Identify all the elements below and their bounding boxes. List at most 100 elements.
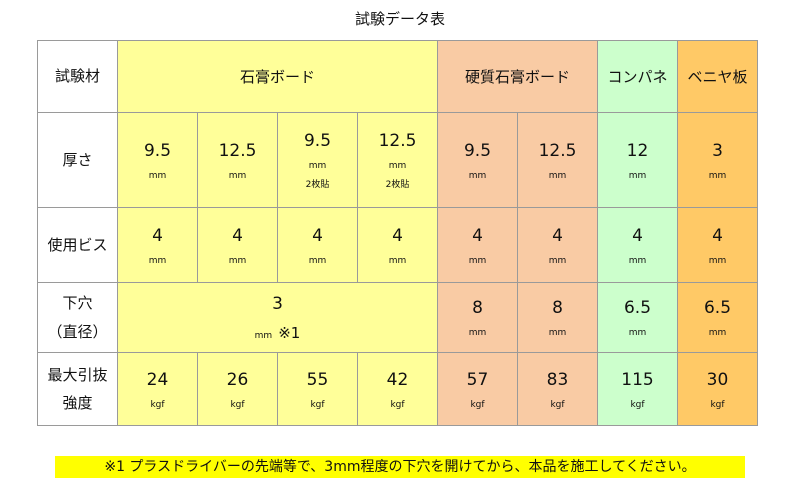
unit-text: kgf — [230, 399, 245, 410]
thickness-row: 厚さ 9.5 mm 12.5 mm 9.5 mm 2枚貼 12.5 mm 2枚貼 9.5 mm 12.5… — [37, 112, 758, 208]
value-cell: 4 mm — [197, 207, 278, 283]
value-cell: 30 kgf — [677, 352, 758, 426]
value: 3 — [712, 140, 723, 161]
unit-text: kgf — [470, 399, 485, 410]
unit-text: mm — [548, 170, 567, 181]
value: 8 — [552, 298, 563, 318]
unit-text: mm — [468, 170, 487, 181]
row-header-thickness: 厚さ — [37, 112, 118, 208]
value-cell: 57 kgf — [437, 352, 518, 426]
unit-text: mm — [628, 170, 647, 181]
unit-text: mm — [308, 255, 327, 266]
unit-text: mm — [468, 255, 487, 266]
value-cell: 12.5 mm 2枚貼 — [357, 112, 438, 208]
unit: mm — [438, 171, 517, 181]
value: 115 — [621, 369, 654, 390]
value-cell: 6.5 mm — [677, 282, 758, 353]
unit-text: mm — [628, 328, 647, 338]
unit: mm — [598, 328, 677, 338]
unit: mm — [198, 171, 277, 181]
value: 4 — [632, 225, 643, 246]
footnote: ※1 プラスドライバーの先端等で、3mm程度の下穴を開けてから、本品を施工してく… — [55, 456, 745, 478]
value: 12.5 — [218, 140, 257, 161]
value: 9.5 — [303, 131, 332, 151]
value: 4 — [312, 225, 323, 246]
value: 4 — [232, 225, 243, 246]
unit: mm — [518, 328, 597, 338]
unit: mm — [278, 256, 357, 266]
value: 24 — [146, 369, 169, 390]
value: 30 — [706, 369, 729, 390]
row-header-strength: 最大引抜 強度 — [37, 352, 118, 426]
value: 4 — [472, 225, 483, 246]
unit-text: mm — [468, 328, 487, 338]
unit: mm — [358, 161, 437, 171]
unit-text: kgf — [710, 399, 725, 410]
row-header-screw: 使用ビス — [37, 207, 118, 283]
unit-text: mm — [388, 255, 407, 266]
value: 3 — [272, 294, 283, 314]
value-cell: 24 kgf — [117, 352, 198, 426]
value-cell: 4 mm — [277, 207, 358, 283]
row-header-material: 試験材 — [37, 40, 118, 113]
label: 強度 — [62, 394, 93, 412]
value: 12 — [626, 140, 649, 161]
value: 12.5 — [538, 140, 577, 161]
value: 8 — [472, 298, 483, 318]
unit-text: mm — [228, 170, 247, 181]
value-cell: 4 mm — [517, 207, 598, 283]
value: 4 — [552, 225, 563, 246]
value-cell: 55 kgf — [277, 352, 358, 426]
unit-text: kgf — [390, 399, 405, 410]
unit: mm — [278, 161, 357, 171]
unit-text: mm — [308, 161, 327, 171]
value-cell: 8 mm — [517, 282, 598, 353]
value-cell: 12.5 mm — [197, 112, 278, 208]
unit: kgf — [118, 400, 197, 410]
value: 57 — [466, 369, 489, 390]
value-cell: 42 kgf — [357, 352, 438, 426]
unit: kgf — [278, 400, 357, 410]
value: 12.5 — [378, 131, 417, 151]
value: 42 — [386, 369, 409, 390]
value-cell: 4 mm — [597, 207, 678, 283]
value: 4 — [712, 225, 723, 246]
unit-text: kgf — [550, 399, 565, 410]
unit: mm — [438, 256, 517, 266]
label: （直径） — [47, 322, 108, 341]
unit: kgf — [598, 400, 677, 410]
value-cell: 3 mm — [677, 112, 758, 208]
value-cell: 4 mm — [357, 207, 438, 283]
value-cell: 4 mm — [117, 207, 198, 283]
value-cell: 26 kgf — [197, 352, 278, 426]
unit: mm — [438, 328, 517, 338]
unit: mm — [598, 256, 677, 266]
value: 83 — [546, 369, 569, 390]
screw-row: 使用ビス 4 mm 4 mm 4 mm 4 mm 4 mm 4 mm 4 mm 4 mm — [37, 207, 758, 283]
test-data-table: 試験材 石膏ボード 硬質石膏ボード コンパネ ベニヤ板 厚さ 9.5 mm 12.5… — [37, 40, 758, 426]
group-gypsum: 石膏ボード — [117, 40, 438, 113]
group-konpane: コンパネ — [597, 40, 678, 113]
unit: kgf — [358, 400, 437, 410]
unit-text: mm — [254, 331, 273, 341]
label: 下穴 — [62, 294, 93, 312]
unit-text: kgf — [630, 399, 645, 410]
unit-text: mm — [708, 328, 727, 338]
group-hard-gypsum: 硬質石膏ボード — [437, 40, 598, 113]
unit: mm — [358, 256, 437, 266]
unit: mm — [678, 256, 757, 266]
unit: kgf — [518, 400, 597, 410]
value: 6.5 — [703, 298, 732, 318]
value: 55 — [306, 369, 329, 390]
note: 2枚貼 — [385, 180, 410, 190]
value: 26 — [226, 369, 249, 390]
unit: kgf — [438, 400, 517, 410]
value-cell: 12 mm — [597, 112, 678, 208]
page-title: 試験データ表 — [354, 10, 445, 28]
value-cell: 6.5 mm — [597, 282, 678, 353]
unit-text: kgf — [150, 399, 165, 410]
unit: mm — [118, 171, 197, 181]
value-cell: 9.5 mm — [117, 112, 198, 208]
unit: mm — [678, 328, 757, 338]
unit: mm ※1 — [118, 324, 437, 342]
